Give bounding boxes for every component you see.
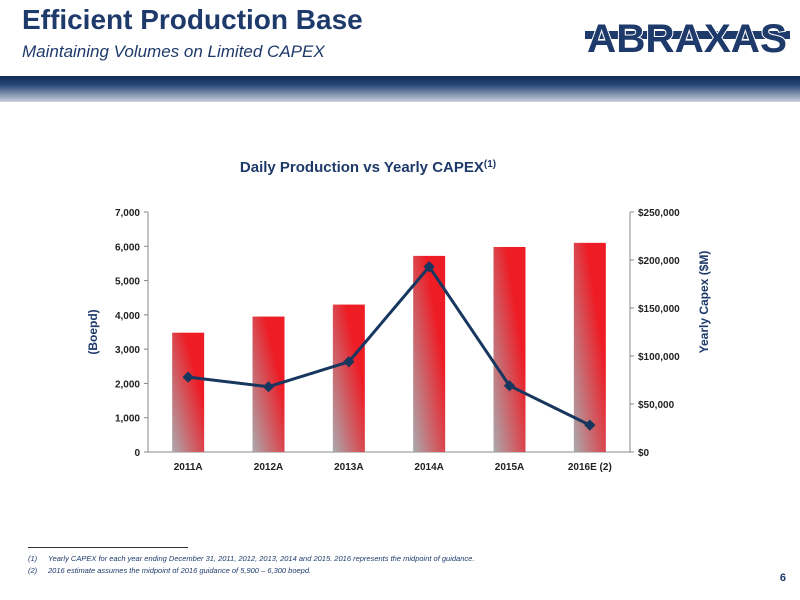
- y2-axis-title: Yearly Capex ($M): [697, 251, 711, 354]
- production-bar: [332, 304, 365, 452]
- y-tick-label: 4,000: [115, 311, 140, 322]
- y2-tick-label: $50,000: [638, 400, 675, 411]
- x-tick-label: 2011A: [174, 462, 203, 473]
- production-bar: [493, 246, 526, 452]
- x-tick-label: 2014A: [414, 462, 443, 473]
- abraxas-logo: ABRAXAS: [585, 16, 790, 58]
- y2-tick-label: $200,000: [638, 256, 680, 267]
- y2-tick-label: $150,000: [638, 304, 680, 315]
- capex-point: [182, 371, 194, 383]
- y-axis-title: (Boepd): [86, 309, 100, 354]
- footnote-1: (1) Yearly CAPEX for each year ending De…: [28, 554, 475, 563]
- footnote-divider: [28, 547, 188, 548]
- header-band: [0, 76, 800, 102]
- y2-tick-label: $0: [638, 448, 650, 459]
- production-capex-chart: Daily Production vs Yearly CAPEX(1) 0 1,0…: [86, 159, 711, 473]
- production-bar: [172, 332, 205, 452]
- y2-tick-label: $250,000: [638, 208, 680, 219]
- page-subtitle: Maintaining Volumes on Limited CAPEX: [22, 42, 325, 61]
- x-tick-label: 2016E (2): [568, 462, 612, 473]
- footnote-2: (2) 2016 estimate assumes the midpoint o…: [28, 566, 312, 575]
- page-title: Efficient Production Base: [22, 4, 363, 35]
- x-tick-label: 2015A: [495, 462, 524, 473]
- capex-point: [423, 261, 435, 273]
- y-tick-label: 1,000: [115, 414, 140, 425]
- capex-point: [343, 356, 355, 368]
- y-tick-label: 5,000: [115, 277, 140, 288]
- x-tick-label: 2012A: [254, 462, 283, 473]
- capex-point: [262, 381, 275, 393]
- footnotes: (1) Yearly CAPEX for each year ending De…: [28, 553, 474, 577]
- svg-text:ABRAXAS: ABRAXAS: [587, 17, 787, 58]
- capex-point: [584, 419, 596, 431]
- page-number: 6: [779, 572, 786, 584]
- y-tick-label: 0: [134, 448, 140, 459]
- chart-title: Daily Production vs Yearly CAPEX(1): [240, 159, 496, 176]
- x-tick-label: 2013A: [334, 462, 363, 473]
- y2-tick-label: $100,000: [638, 352, 680, 363]
- y-tick-label: 3,000: [115, 345, 140, 356]
- capex-line: [187, 264, 591, 427]
- production-bar: [413, 255, 446, 452]
- y-tick-label: 2,000: [115, 379, 140, 390]
- y-tick-label: 7,000: [115, 208, 140, 219]
- y-tick-label: 6,000: [115, 242, 140, 253]
- capex-point: [503, 380, 516, 392]
- production-bar: [573, 242, 606, 452]
